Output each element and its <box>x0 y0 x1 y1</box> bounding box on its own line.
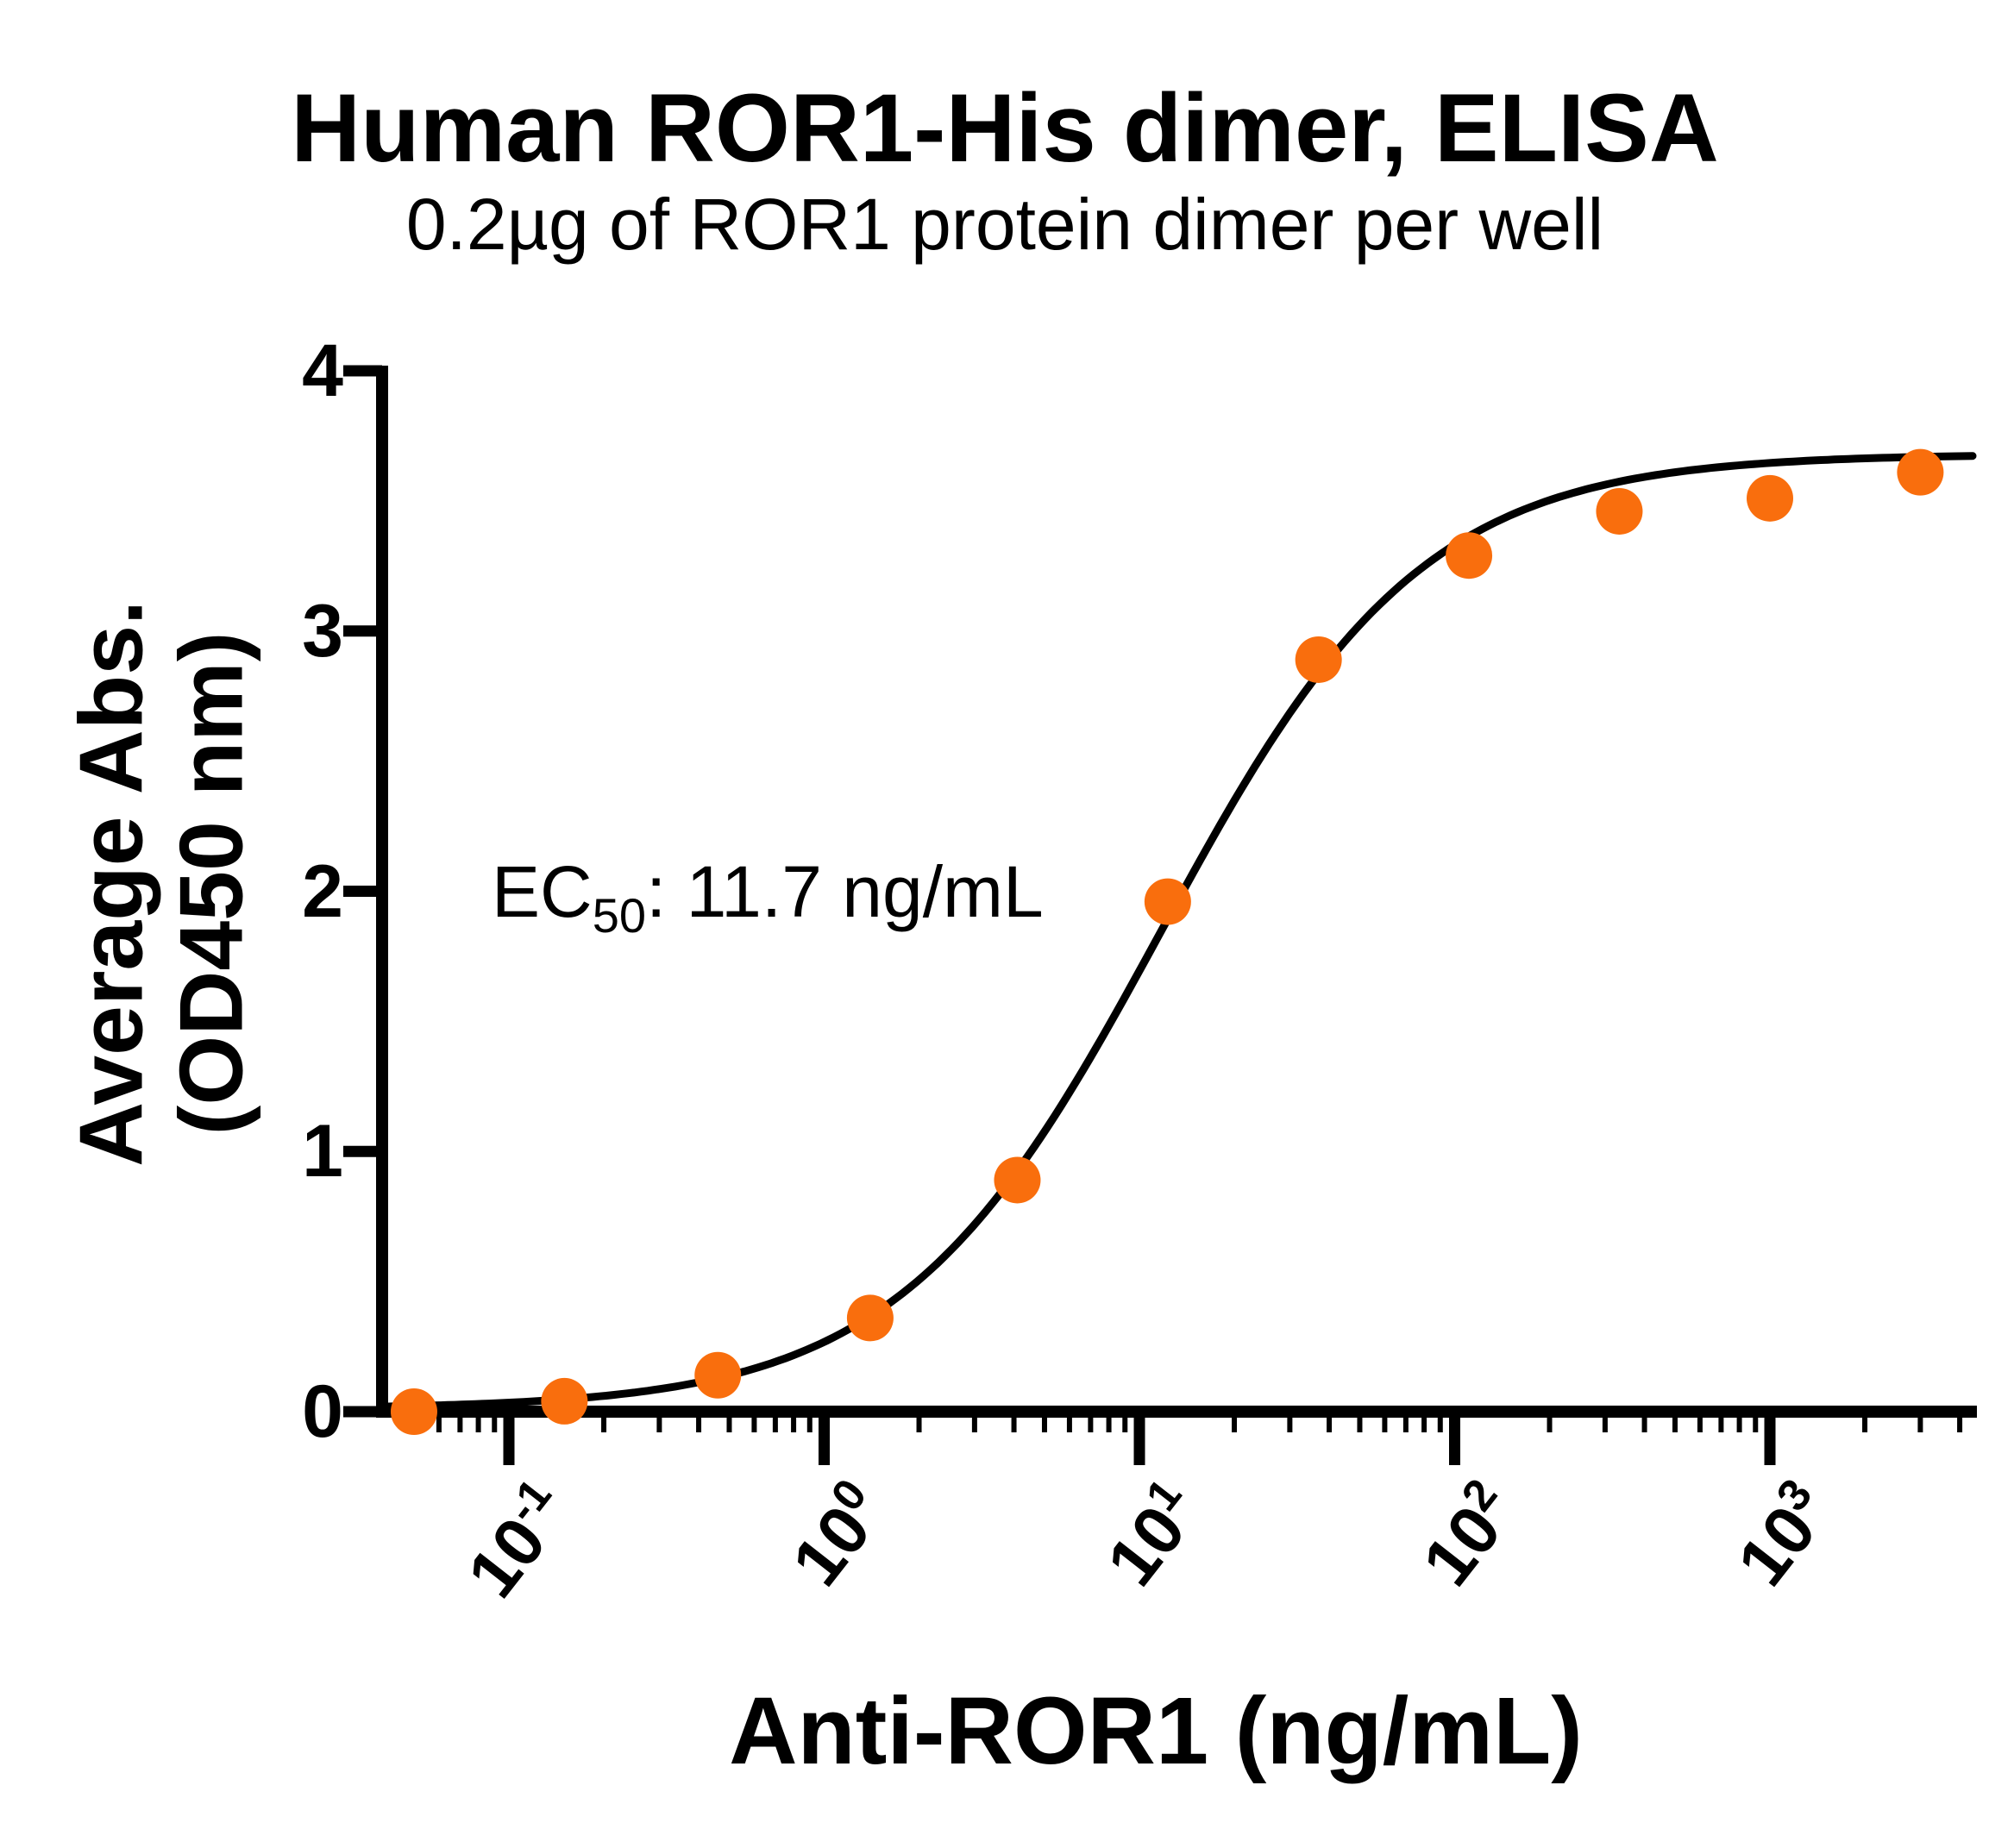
data-point <box>541 1377 588 1425</box>
fit-curve <box>381 452 1977 1411</box>
data-point <box>846 1294 894 1342</box>
y-tick-label: 3 <box>302 589 343 673</box>
ec50-annotation-subscript: 50 <box>592 888 646 943</box>
chart-subtitle: 0.2µg of ROR1 protein dimer per well <box>405 184 1604 265</box>
ec50-annotation: EC50: 11.7 ng/mL <box>492 850 1044 943</box>
data-point <box>1897 448 1944 496</box>
ec50-annotation-value: : 11.7 ng/mL <box>646 851 1044 932</box>
x-axis-title: Anti-ROR1 (ng/mL) <box>729 1678 1583 1784</box>
y-tick-label: 0 <box>302 1370 343 1453</box>
y-tick-label: 4 <box>302 329 343 412</box>
data-point <box>694 1351 742 1399</box>
chart-title: Human ROR1-His dimer, ELISA <box>291 74 1719 182</box>
y-tick-label: 1 <box>302 1110 343 1193</box>
ec50-annotation-pre: EC <box>492 851 593 932</box>
data-point <box>1747 474 1793 522</box>
data-point <box>1596 487 1643 535</box>
data-point <box>1446 532 1493 579</box>
y-tick-label: 2 <box>302 849 343 933</box>
data-point <box>1144 878 1191 925</box>
data-point <box>390 1388 437 1435</box>
data-point <box>1295 636 1342 683</box>
data-point <box>994 1156 1041 1204</box>
